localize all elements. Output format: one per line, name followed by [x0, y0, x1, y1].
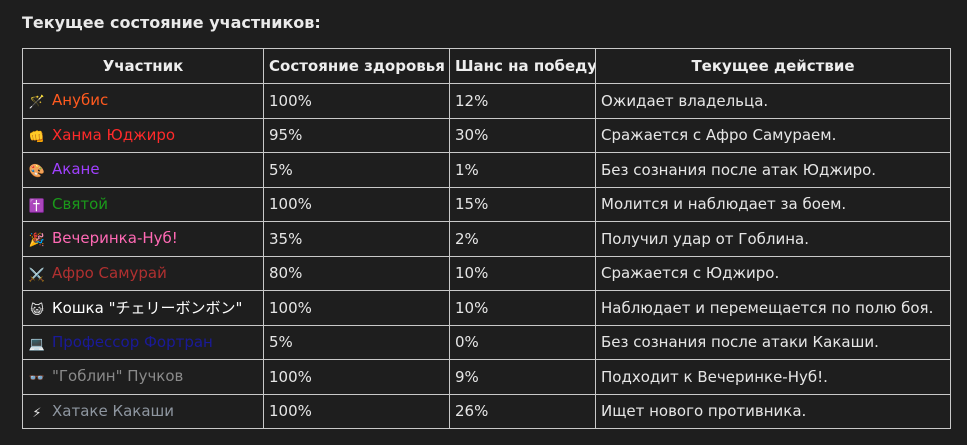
action-cell: Без сознания после атак Юджиро. — [595, 152, 951, 188]
chance-cell: 30% — [449, 117, 596, 153]
action-cell: Сражается с Юджиро. — [595, 255, 951, 291]
participants-table: Участник Состояние здоровья Шанс на побе… — [22, 48, 951, 429]
header-row: Участник Состояние здоровья Шанс на побе… — [22, 48, 951, 84]
section-heading: Текущее состояние участников: — [22, 13, 321, 32]
health-cell: 100% — [263, 290, 450, 326]
chance-cell: 2% — [449, 221, 596, 257]
chance-cell: 10% — [449, 255, 596, 291]
health-cell: 35% — [263, 221, 450, 257]
action-cell: Наблюдает и перемещается по полю боя. — [595, 290, 951, 326]
participant-name: Акане — [52, 160, 100, 179]
glasses-icon: 👓 — [28, 371, 46, 387]
action-cell: Без сознания после атаки Какаши. — [595, 324, 951, 360]
participant-name: Кошка "チェリーボンボン" — [52, 299, 243, 318]
column-header-action: Текущее действие — [595, 48, 951, 84]
participant-name: Анубис — [52, 91, 109, 110]
participant-name: Вечеринка-Нуб! — [52, 229, 178, 248]
participant-name: "Гоблин" Пучков — [52, 367, 184, 386]
table-row: 👓 "Гоблин" Пучков 100% 9% Подходит к Вечерин… — [22, 359, 951, 395]
table-row: ✝️ Святой 100% 15% Молится и наблюдает за бо… — [22, 186, 951, 222]
party-popper-icon: 🎉 — [28, 233, 46, 249]
participant-cell: 💻 Профессор Фортран — [22, 324, 264, 360]
health-cell: 100% — [263, 83, 450, 119]
participant-name: Афро Самурай — [52, 263, 167, 282]
table-row: ⚡ Хатаке Какаши 100% 26% Ищет нового противн… — [22, 393, 951, 429]
action-cell: Ищет нового противника. — [595, 393, 951, 429]
cross-icon: ✝️ — [28, 198, 46, 214]
table-body: 🪄 Анубис 100% 12% Ожидает владельца. 👊 Ханма Ю… — [22, 83, 951, 429]
health-cell: 100% — [263, 393, 450, 429]
table-header: Участник Состояние здоровья Шанс на побе… — [22, 48, 951, 84]
action-cell: Получил удар от Гоблина. — [595, 221, 951, 257]
table-row: 🎨 Акане 5% 1% Без сознания после атак Юджиро… — [22, 152, 951, 188]
participant-cell: ⚡ Хатаке Какаши — [22, 393, 264, 429]
chance-cell: 26% — [449, 393, 596, 429]
chance-cell: 1% — [449, 152, 596, 188]
chance-cell: 15% — [449, 186, 596, 222]
laptop-icon: 💻 — [28, 336, 46, 352]
fist-icon: 👊 — [28, 129, 46, 145]
participant-cell: ✝️ Святой — [22, 186, 264, 222]
health-cell: 100% — [263, 186, 450, 222]
lightning-icon: ⚡ — [32, 405, 42, 421]
column-header-health: Состояние здоровья — [263, 48, 450, 84]
participant-name: Хатаке Какаши — [52, 401, 175, 420]
chance-cell: 10% — [449, 290, 596, 326]
chance-cell: 0% — [449, 324, 596, 360]
chance-cell: 12% — [449, 83, 596, 119]
cat-face-icon: 😺 — [30, 303, 44, 319]
health-cell: 5% — [263, 324, 450, 360]
magic-wand-icon: 🪄 — [28, 95, 46, 111]
table-row: 🪄 Анубис 100% 12% Ожидает владельца. — [22, 83, 951, 119]
action-cell: Ожидает владельца. — [595, 83, 951, 119]
health-cell: 80% — [263, 255, 450, 291]
table-row: 🎉 Вечеринка-Нуб! 35% 2% Получил удар от Гобл… — [22, 221, 951, 257]
health-cell: 95% — [263, 117, 450, 153]
participant-cell: 😺 Кошка "チェリーボンボン" — [22, 290, 264, 326]
table-row: 😺 Кошка "チェリーボンボン" 100% 10% Наблюдает и пере… — [22, 290, 951, 326]
chance-cell: 9% — [449, 359, 596, 395]
participant-name: Святой — [52, 194, 109, 213]
participant-name: Профессор Фортран — [52, 332, 213, 351]
participant-cell: 👊 Ханма Юджиро — [22, 117, 264, 153]
crossed-swords-icon: ⚔️ — [28, 267, 46, 283]
action-cell: Подходит к Вечеринке-Нуб!. — [595, 359, 951, 395]
participant-cell: 🎨 Акане — [22, 152, 264, 188]
column-header-participant: Участник — [22, 48, 264, 84]
participant-cell: 🪄 Анубис — [22, 83, 264, 119]
column-header-chance: Шанс на победу — [449, 48, 596, 84]
action-cell: Молится и наблюдает за боем. — [595, 186, 951, 222]
table-row: ⚔️ Афро Самурай 80% 10% Сражается с Юджиро. — [22, 255, 951, 291]
table-row: 👊 Ханма Юджиро 95% 30% Сражается с Афро Саму… — [22, 117, 951, 153]
participant-cell: ⚔️ Афро Самурай — [22, 255, 264, 291]
participant-name: Ханма Юджиро — [52, 125, 176, 144]
action-cell: Сражается с Афро Самураем. — [595, 117, 951, 153]
table-row: 💻 Профессор Фортран 5% 0% Без сознания после… — [22, 324, 951, 360]
participant-cell: 🎉 Вечеринка-Нуб! — [22, 221, 264, 257]
participant-cell: 👓 "Гоблин" Пучков — [22, 359, 264, 395]
palette-icon: 🎨 — [28, 164, 46, 180]
health-cell: 5% — [263, 152, 450, 188]
health-cell: 100% — [263, 359, 450, 395]
